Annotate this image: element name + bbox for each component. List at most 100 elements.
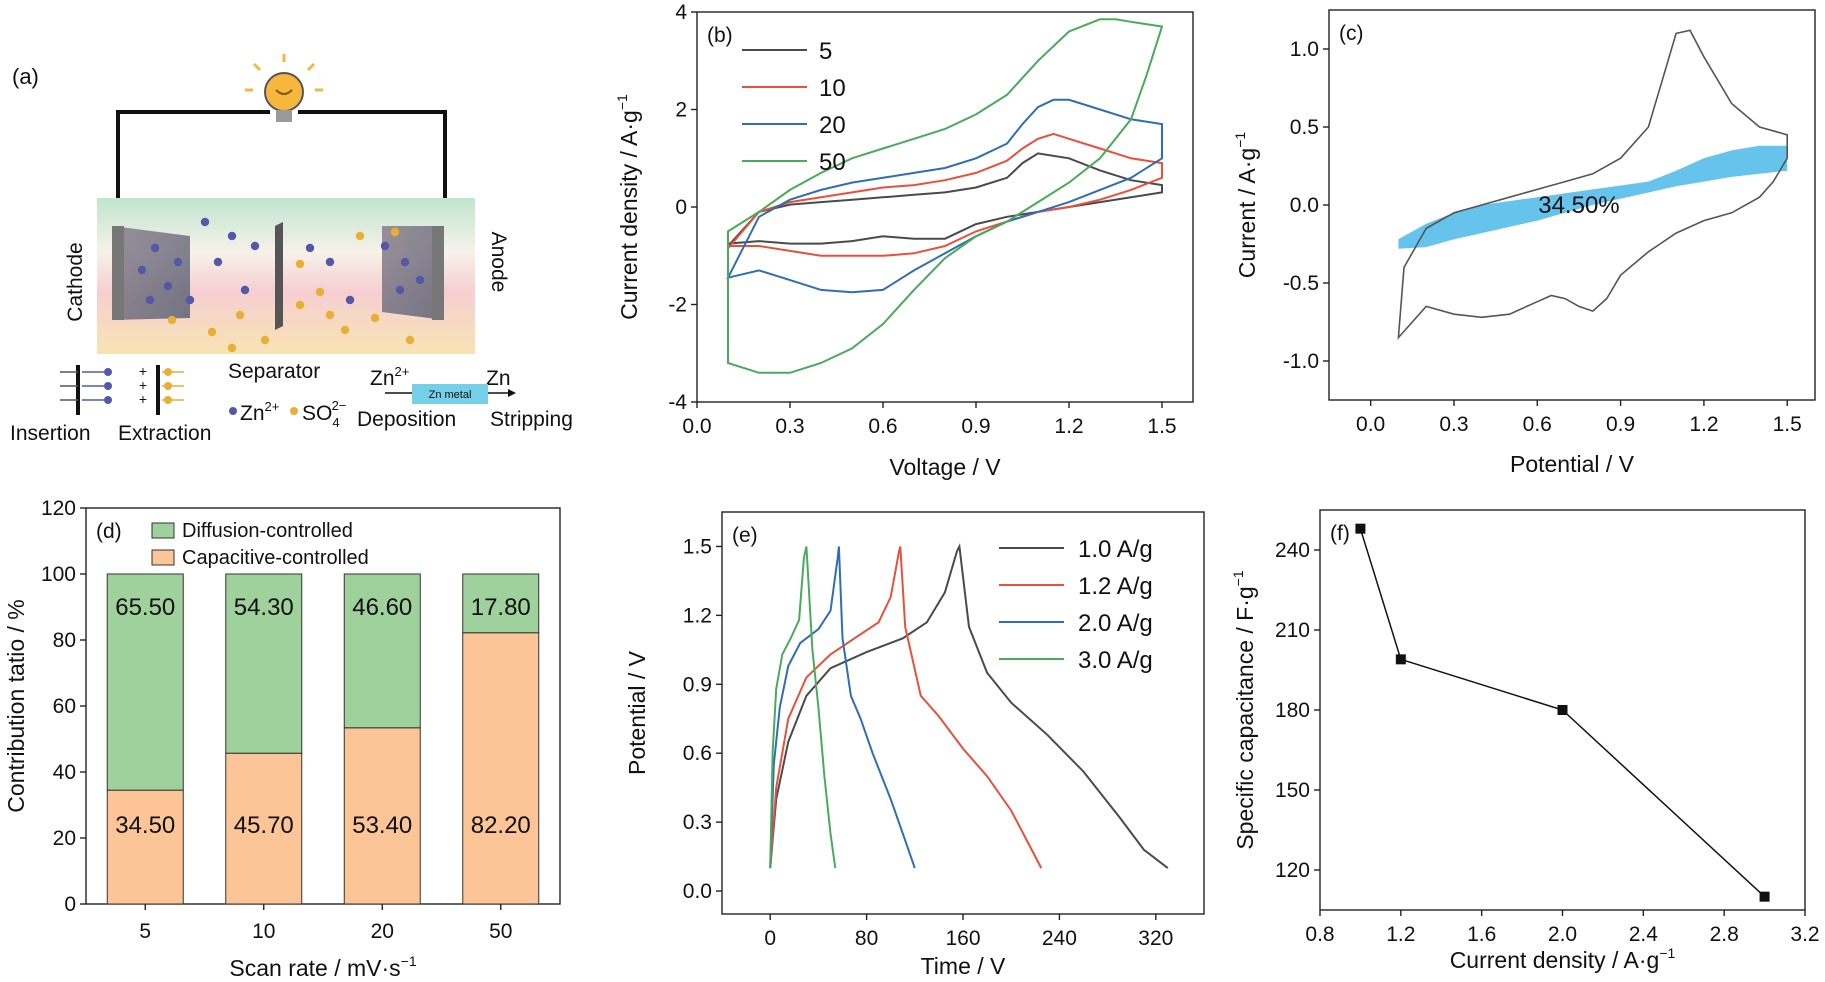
y-tick-label: 1.0 <box>1290 38 1319 61</box>
zn-ion <box>150 243 160 253</box>
stripping-label: Stripping <box>490 408 573 431</box>
bar-diffusion <box>462 573 540 634</box>
y-tick-label: 180 <box>1275 699 1310 722</box>
y-axis-label-text: Current / A·g <box>1234 148 1260 278</box>
bar-capacitive <box>106 789 184 905</box>
y-tick-label: 1.5 <box>683 535 712 558</box>
x-tick-label: 1.5 <box>1773 413 1802 436</box>
x-axis-label-text: Scan rate / mV·s <box>229 955 400 981</box>
cv-curves-chart: 0.0 0.3 0.6 0.9 1.2 1.5 -4 -2 0 2 4 (b) Voltage / V C… <box>614 1 1194 480</box>
legend-label: 1.2 A/g <box>1078 573 1153 600</box>
y-tick-label: 80 <box>53 629 76 652</box>
separator <box>275 222 283 330</box>
bar-label-capacitive: 53.40 <box>352 812 412 839</box>
y-tick-label: 0.3 <box>683 811 712 834</box>
anode-collector <box>432 226 444 320</box>
cathode-collector <box>112 226 124 320</box>
y-axis-label: Current density / A·g−1 <box>614 94 642 320</box>
legend-label: 10 <box>819 75 846 102</box>
y-tick-label: 0.5 <box>1290 116 1319 139</box>
zn-ion <box>213 257 223 267</box>
y-tick-label: 210 <box>1275 619 1310 642</box>
data-point <box>1395 654 1406 665</box>
panel-label: (f) <box>1330 522 1350 545</box>
zn-ion <box>305 243 315 253</box>
y-axis-label-sup: −1 <box>1232 132 1248 148</box>
gcd-curve <box>769 543 1169 869</box>
x-axis-label-text: Current density / A·g <box>1450 947 1660 973</box>
x-axis-label-text: Time / V <box>921 953 1006 979</box>
zn-metal-label: Zn metal <box>429 389 472 401</box>
x-tick-label: 240 <box>1042 927 1077 950</box>
anode-label: Anode <box>487 232 510 293</box>
bar-label-diffusion: 54.30 <box>234 594 294 621</box>
zn-ion <box>380 241 390 251</box>
x-tick-label: 1.2 <box>1386 923 1415 946</box>
y-axis-label: Specific capacitance / F·g−1 <box>1230 570 1258 850</box>
battery-schematic: (a) Cathode Anode <box>10 54 573 445</box>
y-axis-label: Current / A·g−1 <box>1232 132 1260 279</box>
x-tick-label: 5 <box>139 920 151 943</box>
x-tick-label: 2.8 <box>1710 923 1739 946</box>
y-axis-label-text: Potential / V <box>624 650 650 775</box>
zn-ion <box>137 265 147 275</box>
y-axis-label-sup: −1 <box>1230 570 1246 586</box>
panel-a-label: (a) <box>12 64 39 89</box>
zn-ion <box>325 257 335 267</box>
data-point <box>1557 705 1568 715</box>
zn-metal-box <box>412 384 488 404</box>
x-axis-label-sup: −1 <box>1659 945 1675 961</box>
y-tick-label: 100 <box>41 563 76 586</box>
bar-diffusion <box>225 573 303 754</box>
cv-curve-20 <box>726 98 1163 294</box>
so4-ion <box>390 227 400 237</box>
cathode-electrode <box>112 226 190 320</box>
so4-ion-marker <box>290 407 298 415</box>
y-tick-label: -4 <box>668 391 687 414</box>
y-tick-label: 2 <box>675 99 687 122</box>
zn-ion <box>395 285 405 295</box>
cv-curve-10 <box>727 132 1163 257</box>
y-tick-label: 0.6 <box>683 742 712 765</box>
legend-swatch-diffusion <box>151 522 175 539</box>
zn-ion <box>145 295 155 305</box>
x-tick-label: 1.2 <box>1054 415 1083 438</box>
x-axis-label: Current density / A·g−1 <box>1450 945 1676 973</box>
arrow-head <box>508 389 516 397</box>
legend-label-diffusion: Diffusion-controlled <box>182 520 353 542</box>
bar-label-capacitive: 45.70 <box>234 812 294 839</box>
capacitance-line <box>1359 528 1766 898</box>
x-axis-label: Potential / V <box>1510 451 1635 477</box>
bar-label-diffusion: 65.50 <box>115 594 175 621</box>
y-tick-label: 60 <box>53 695 76 718</box>
x-tick-label: 1.2 <box>1689 413 1718 436</box>
cv-curve-50 <box>727 18 1164 374</box>
legend-label: 3.0 A/g <box>1078 647 1153 674</box>
x-tick-label: 3.2 <box>1790 923 1819 946</box>
ions <box>137 217 425 353</box>
data-point <box>1355 523 1366 534</box>
y-tick-label: 20 <box>53 827 76 850</box>
plus-sign: + <box>139 377 147 393</box>
extraction-label: Extraction <box>118 422 211 445</box>
x-tick-label: 10 <box>252 920 275 943</box>
x-tick-label: 0.9 <box>1606 413 1635 436</box>
capacitive-percentage: 34.50% <box>1538 192 1619 219</box>
x-axis-label: Scan rate / mV·s−1 <box>229 953 416 981</box>
zn2-label: Zn2+ <box>370 364 409 390</box>
legend-label: 20 <box>819 112 846 139</box>
separator-label: Separator <box>228 360 320 383</box>
specific-capacitance-chart: 0.8 1.2 1.6 2.0 2.4 2.8 3.2 120 150 180 210 240 (f) C… <box>1230 509 1820 973</box>
so4-ion <box>260 335 270 345</box>
y-tick-label: 120 <box>41 497 76 520</box>
x-axis-label: Time / V <box>921 953 1006 979</box>
data-point <box>1759 891 1770 902</box>
zn-ion-legend: Zn2+ <box>240 399 279 425</box>
bar-label-diffusion: 46.60 <box>352 594 412 621</box>
deposition-label: Deposition <box>357 408 456 431</box>
gcd-curve <box>769 546 916 869</box>
x-tick-label: 0.3 <box>775 415 804 438</box>
cv-curve <box>1397 29 1788 340</box>
bar-capacitive <box>462 632 540 905</box>
